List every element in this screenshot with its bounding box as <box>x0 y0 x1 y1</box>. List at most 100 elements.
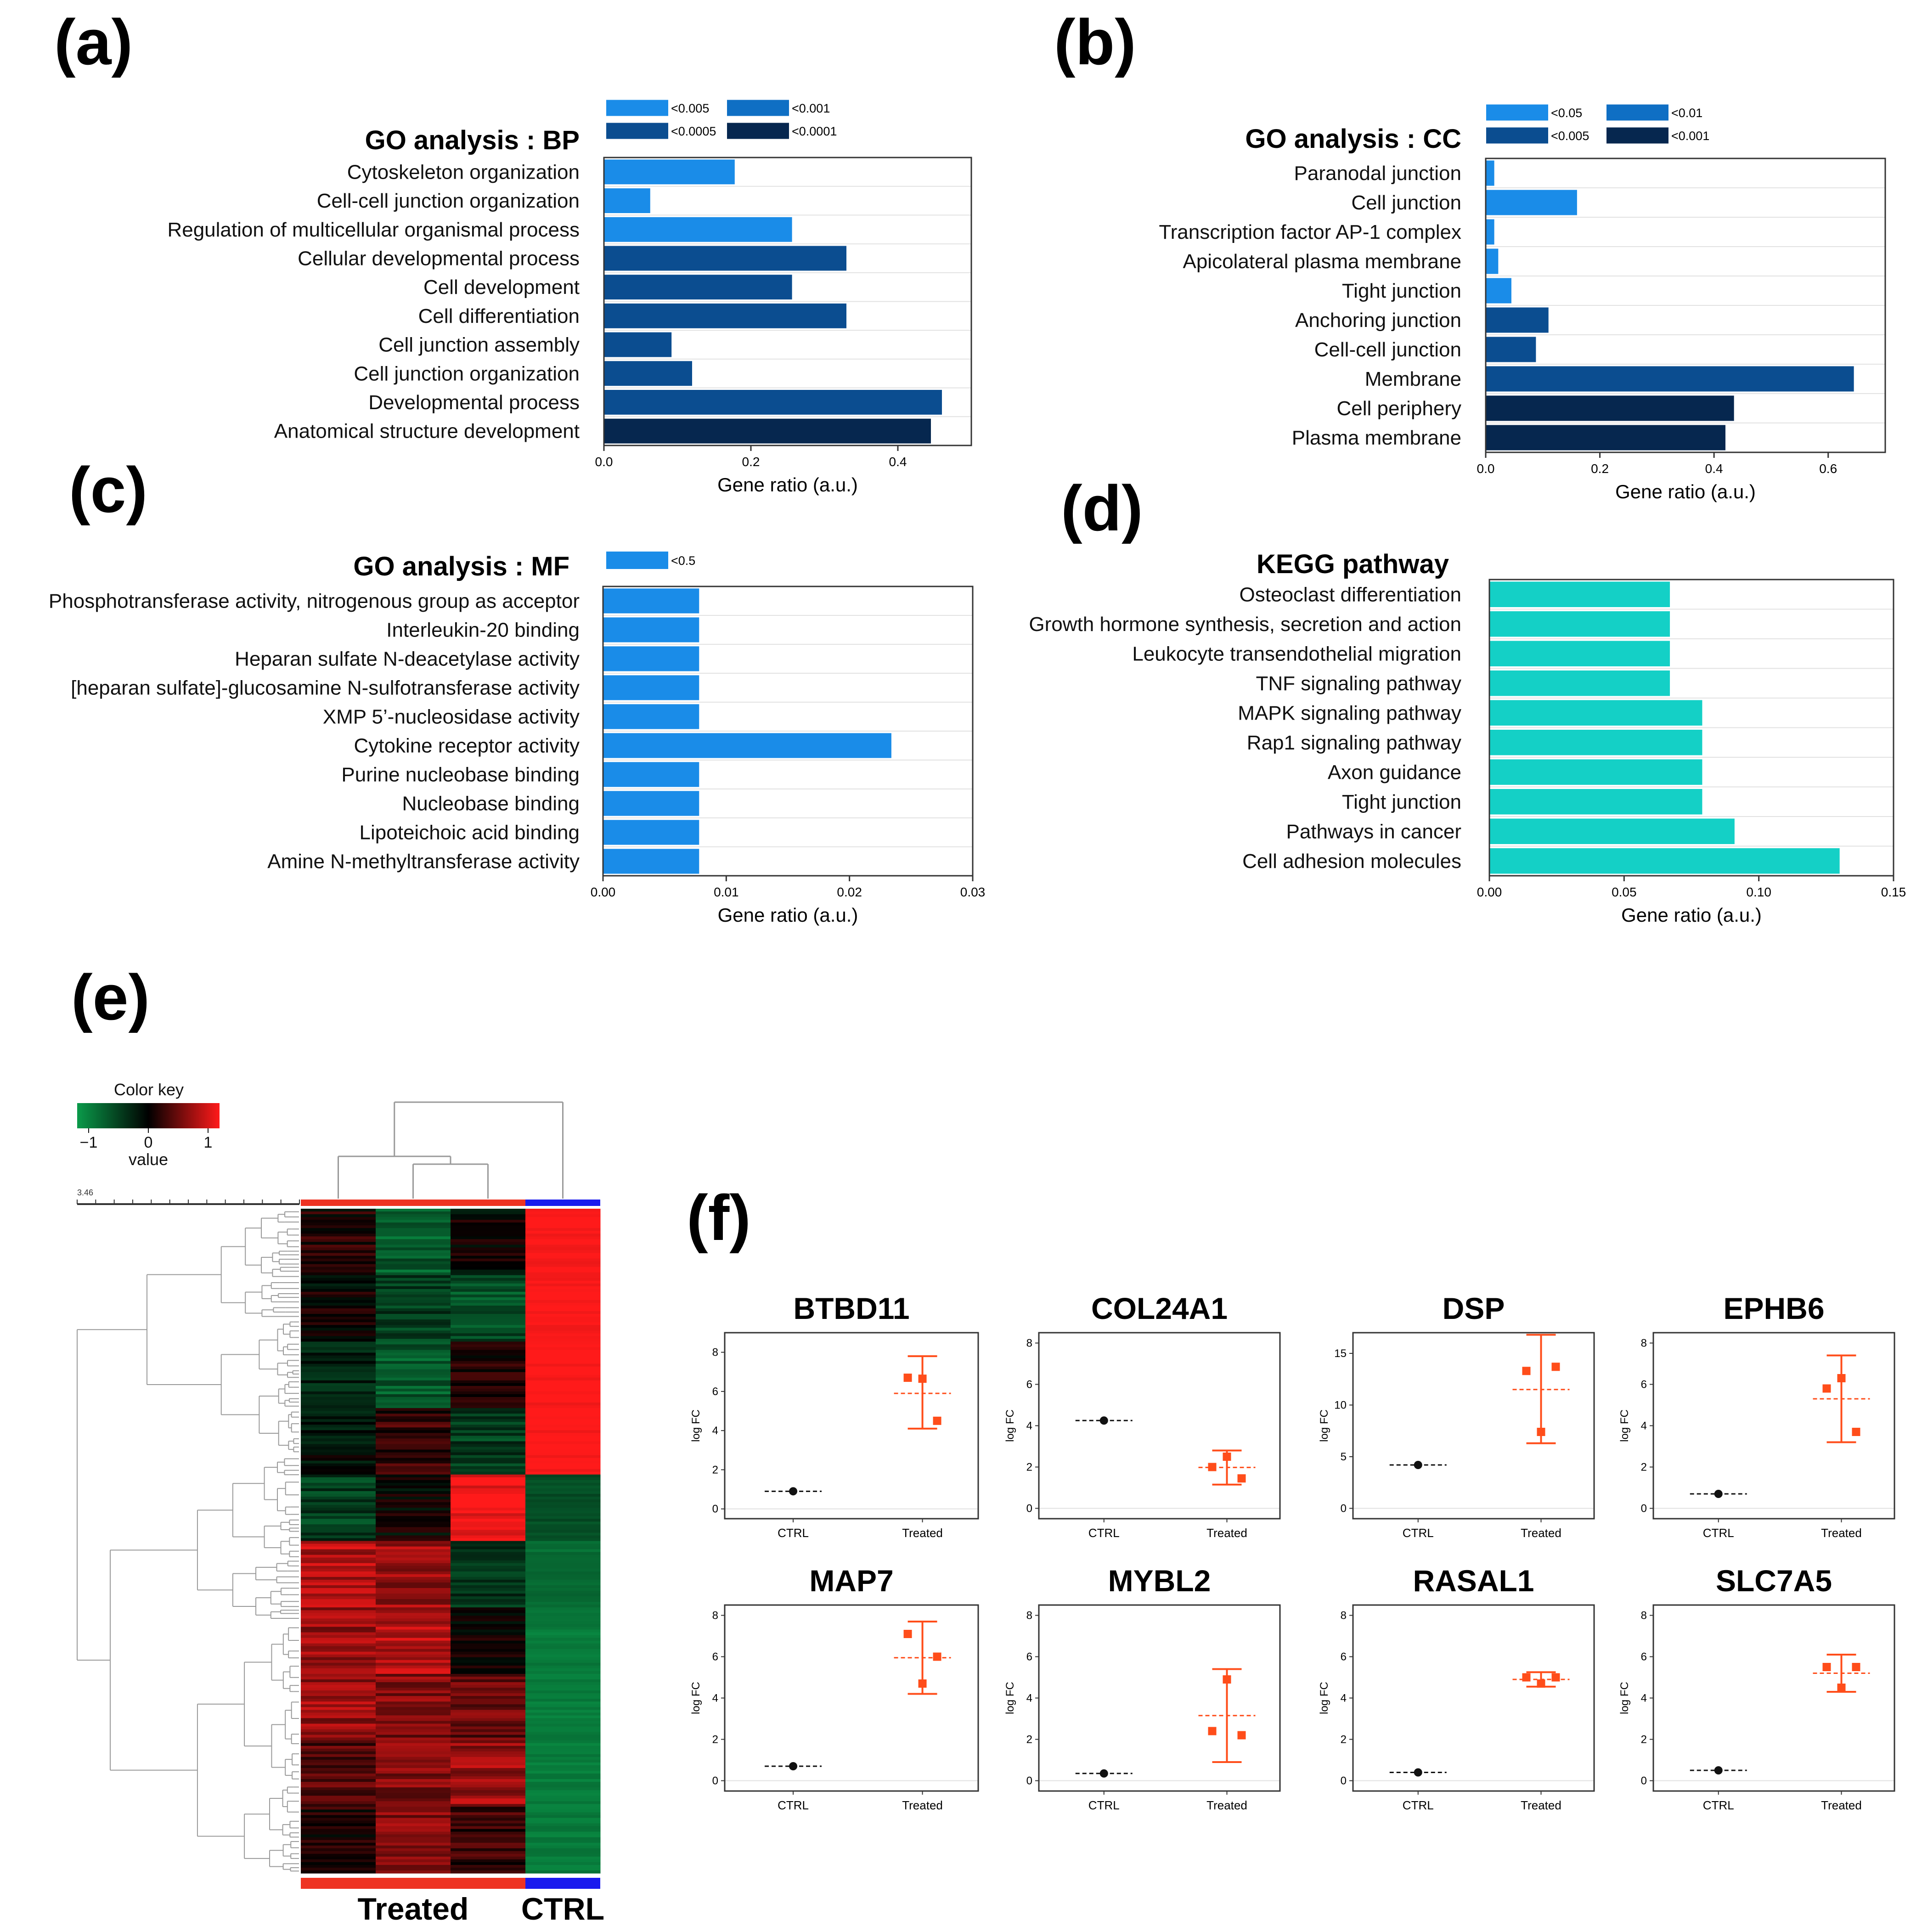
x-group-label-treated: Treated <box>1206 1798 1247 1812</box>
heatmap-cell <box>451 1228 526 1231</box>
heatmap-cell <box>451 1809 526 1813</box>
heatmap-cell <box>301 1735 376 1738</box>
heatmap-cell <box>451 1474 526 1478</box>
heatmap-cell <box>301 1621 376 1624</box>
treated-point <box>1522 1673 1531 1682</box>
heatmap-cell <box>301 1632 376 1636</box>
y-tick-label: 4 <box>1026 1692 1032 1705</box>
heatmap-cell <box>451 1662 526 1666</box>
heatmap-cell <box>301 1818 376 1821</box>
heatmap-cell <box>376 1209 451 1212</box>
heatmap-cell <box>376 1471 451 1475</box>
heatmap-cell <box>451 1557 526 1561</box>
heatmap-cell <box>301 1582 376 1586</box>
heatmap-cell <box>451 1867 526 1871</box>
heatmap-cell <box>376 1563 451 1566</box>
heatmap-cell <box>451 1280 526 1284</box>
heatmap-cell <box>525 1314 601 1317</box>
legend-swatch <box>727 123 789 139</box>
heatmap-cell <box>301 1688 376 1691</box>
heatmap-cell <box>525 1524 601 1527</box>
heatmap-cell <box>451 1859 526 1863</box>
heatmap-cell <box>301 1280 376 1284</box>
heatmap-cell <box>376 1521 451 1525</box>
x-tick-label: 0.0 <box>595 455 613 469</box>
heatmap-cell <box>451 1671 526 1674</box>
heatmap-cell <box>301 1469 376 1472</box>
heatmap-cell <box>525 1355 601 1359</box>
heatmap-cell <box>451 1330 526 1334</box>
heatmap-cell <box>376 1283 451 1287</box>
chart-title: GO analysis : MF <box>353 552 569 581</box>
heatmap-cell <box>301 1651 376 1655</box>
heatmap-cell <box>301 1685 376 1688</box>
heatmap-cell <box>376 1862 451 1865</box>
heatmap-cell <box>451 1422 526 1425</box>
heatmap-cell <box>376 1419 451 1422</box>
heatmap-cell <box>301 1502 376 1505</box>
heatmap-cell <box>301 1211 376 1215</box>
heatmap-cell <box>301 1449 376 1453</box>
heatmap-cell <box>525 1837 601 1841</box>
heatmap-cell <box>301 1508 376 1511</box>
heatmap-cell <box>451 1267 526 1270</box>
heatmap-cell <box>376 1374 451 1378</box>
chart-title: GO analysis : CC <box>1245 124 1461 154</box>
heatmap-cell <box>525 1712 601 1716</box>
heatmap-cell <box>451 1746 526 1749</box>
heatmap-cell <box>301 1447 376 1450</box>
color-key-tick-label: −1 <box>80 1134 98 1151</box>
heatmap-cell <box>451 1790 526 1793</box>
heatmap-cell <box>451 1220 526 1223</box>
heatmap-cell <box>376 1394 451 1397</box>
heatmap-cell <box>376 1217 451 1220</box>
treated-point <box>1223 1675 1231 1684</box>
y-tick-label: 8 <box>1641 1610 1647 1622</box>
bar-cell-cell-junction-organization <box>604 188 650 214</box>
heatmap-cell <box>525 1350 601 1353</box>
heatmap-cell <box>525 1430 601 1433</box>
heatmap-cell <box>301 1474 376 1478</box>
heatmap-cell <box>451 1541 526 1544</box>
heatmap-cell <box>376 1516 451 1519</box>
heatmap-cell <box>451 1480 526 1483</box>
heatmap-cell <box>301 1793 376 1796</box>
heatmap-cell <box>451 1225 526 1228</box>
heatmap-cell <box>376 1696 451 1699</box>
heatmap-cell <box>376 1297 451 1301</box>
heatmap-cell <box>301 1427 376 1431</box>
heatmap-cell <box>376 1632 451 1636</box>
x-tick-label: 0.02 <box>837 885 862 899</box>
plot-frame <box>724 1332 979 1520</box>
heatmap-cell <box>301 1679 376 1683</box>
heatmap-cell <box>301 1751 376 1755</box>
heatmap-cell <box>376 1242 451 1245</box>
heatmap-cell <box>376 1519 451 1522</box>
x-group-label-treated: Treated <box>1521 1526 1561 1540</box>
panel-c-go-mf: GO analysis : MF <0.5 Phosphotransferase a… <box>49 552 985 926</box>
heatmap-cell <box>451 1460 526 1464</box>
heatmap-cell <box>525 1231 601 1234</box>
heatmap-cell <box>376 1289 451 1292</box>
heatmap-cell <box>301 1222 376 1226</box>
heatmap-cell <box>301 1549 376 1553</box>
heatmap-cell <box>301 1444 376 1448</box>
heatmap-cell <box>451 1336 526 1339</box>
heatmap-cell <box>301 1710 376 1713</box>
y-tick-label: 6 <box>712 1651 718 1663</box>
heatmap-cell <box>451 1638 526 1641</box>
heatmap-cell <box>525 1646 601 1650</box>
heatmap-cell <box>525 1640 601 1644</box>
heatmap-cell <box>301 1391 376 1395</box>
heatmap-cell <box>301 1748 376 1752</box>
heatmap-cell <box>301 1236 376 1239</box>
heatmap-cell <box>525 1737 601 1741</box>
category-label: Cell development <box>423 276 580 299</box>
heatmap-cell <box>525 1347 601 1351</box>
bar-heparan-sulfate-n-deacetylase-activity <box>603 646 699 671</box>
heatmap-cell <box>376 1823 451 1827</box>
heatmap-cell <box>376 1746 451 1749</box>
heatmap-cell <box>301 1355 376 1359</box>
heatmap-cell <box>451 1646 526 1650</box>
heatmap-cell <box>376 1602 451 1605</box>
